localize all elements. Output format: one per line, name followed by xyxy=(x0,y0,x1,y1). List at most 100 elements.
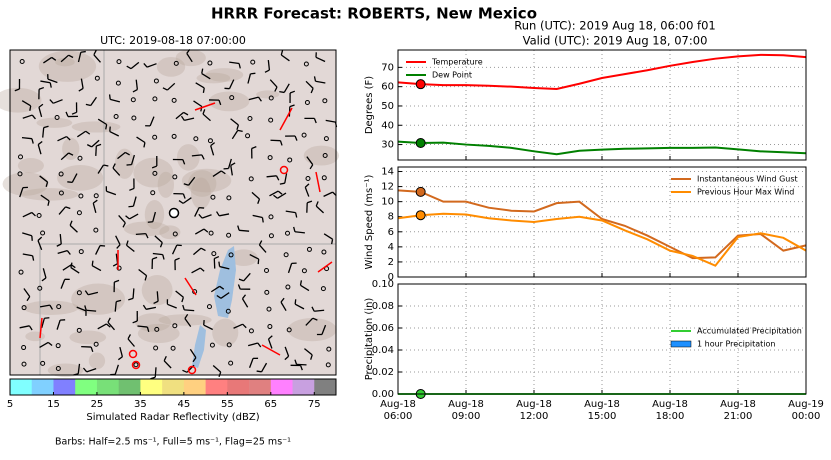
wind-barb xyxy=(186,53,193,63)
wind-barb-flag xyxy=(218,371,222,378)
calm-barb xyxy=(303,61,309,67)
wind-barb-flag xyxy=(93,50,97,56)
wind-barb-flag xyxy=(65,206,71,210)
calm-barb xyxy=(245,133,251,139)
wind-barb-flag xyxy=(294,299,297,305)
wind-barb-flag xyxy=(163,355,167,362)
calm-barb xyxy=(116,59,122,65)
wind-barb xyxy=(267,60,271,71)
calm-barb xyxy=(226,232,232,238)
terrain-shade xyxy=(287,317,337,342)
colorbar-tick-label: 65 xyxy=(264,399,277,410)
calm-barb xyxy=(267,324,273,330)
site-marker xyxy=(168,207,180,219)
wind-barb-flag xyxy=(275,175,280,181)
calm-barb xyxy=(211,251,217,257)
highlight-marker xyxy=(415,79,426,90)
terrain-shade xyxy=(156,57,186,77)
wind-barb xyxy=(182,197,192,204)
y-tick-label: 6 xyxy=(388,227,394,238)
wind-barb-flag xyxy=(116,244,121,249)
wind-barb xyxy=(193,247,202,256)
calm-barb xyxy=(264,289,270,295)
wind-barb-flag xyxy=(313,76,317,82)
calm-barb xyxy=(131,115,137,121)
y-tick-label: 12 xyxy=(381,182,394,193)
terrain-shade xyxy=(303,145,340,166)
terrain-shade xyxy=(212,318,239,347)
wind-barb xyxy=(304,348,313,356)
y-axis-label: Precipitation (in) xyxy=(364,298,375,381)
calm-barb xyxy=(210,194,216,200)
wind-barb-flag xyxy=(84,290,89,296)
wind-barb-flag xyxy=(86,144,93,148)
wind-barb-strong xyxy=(261,344,281,356)
wind-barb xyxy=(86,367,97,373)
wind-barb xyxy=(71,173,78,183)
wind-barb-flag xyxy=(65,111,69,117)
wind-barb-flag xyxy=(312,317,318,321)
wind-barb-flag xyxy=(309,164,314,170)
wind-barb-flag xyxy=(306,200,313,204)
calm-barb xyxy=(18,154,24,160)
wind-barb xyxy=(135,79,139,90)
calm-barb-strong xyxy=(279,165,289,175)
colorbar-tick-label: 35 xyxy=(134,399,147,410)
calm-barb xyxy=(113,113,119,119)
wind-barb xyxy=(19,187,24,198)
wind-barb-flag xyxy=(145,233,149,239)
wind-barb xyxy=(323,191,333,197)
wind-barb xyxy=(152,211,157,222)
calm-barb xyxy=(54,114,60,120)
wind-barb xyxy=(167,303,177,309)
wind-barb xyxy=(97,118,108,126)
wind-barb-flag xyxy=(114,279,120,283)
wind-barb-flag xyxy=(29,105,32,111)
wind-barb xyxy=(210,285,221,293)
calm-barb xyxy=(322,98,328,104)
wind-barb-flag xyxy=(182,159,186,165)
wind-barb-flag xyxy=(47,341,53,347)
map-frame xyxy=(9,49,337,376)
wind-barb-flag xyxy=(91,260,94,266)
y-axis-label: Wind Speed (ms⁻¹) xyxy=(364,174,375,269)
calm-barb xyxy=(268,233,274,239)
y-tick-label: 10 xyxy=(381,197,394,208)
wind-barb-flag xyxy=(125,215,130,220)
colorbar-swatch xyxy=(292,379,315,395)
wind-barb-flag xyxy=(31,114,36,120)
calm-barb xyxy=(285,284,291,290)
y-tick-label: 0.00 xyxy=(372,389,394,400)
series-line xyxy=(397,53,807,90)
legend-label: Previous Hour Max Wind xyxy=(697,188,794,197)
wind-barb-flag xyxy=(219,285,225,290)
wind-barb-strong xyxy=(194,102,216,111)
wind-barb xyxy=(39,304,51,308)
wind-barb xyxy=(156,291,159,302)
wind-barb xyxy=(194,207,200,217)
wind-barb-flag xyxy=(273,194,278,199)
wind-barb-strong xyxy=(317,261,333,273)
wind-barb xyxy=(38,107,43,118)
calm-barb xyxy=(116,265,122,271)
wind-barb-flag xyxy=(294,212,298,218)
calm-barb xyxy=(78,249,84,255)
wind-barb xyxy=(227,158,232,169)
wind-barb-strong xyxy=(315,171,321,193)
wind-barb xyxy=(40,80,51,84)
wind-barb xyxy=(22,211,33,218)
calm-barb xyxy=(76,327,82,333)
wind-barb xyxy=(285,210,296,214)
calm-barb xyxy=(301,268,307,274)
wind-barb-flag xyxy=(202,109,206,115)
wind-barb-flag xyxy=(66,250,71,255)
calm-barb xyxy=(326,346,332,352)
wind-barb-flag xyxy=(112,163,116,169)
wind-barb xyxy=(230,118,239,126)
wind-barb-flag xyxy=(128,205,134,208)
wind-barb xyxy=(195,82,205,89)
calm-barb xyxy=(193,136,199,142)
wind-barb xyxy=(294,231,305,234)
wind-barb-flag xyxy=(128,297,134,301)
wind-barb xyxy=(52,99,63,104)
